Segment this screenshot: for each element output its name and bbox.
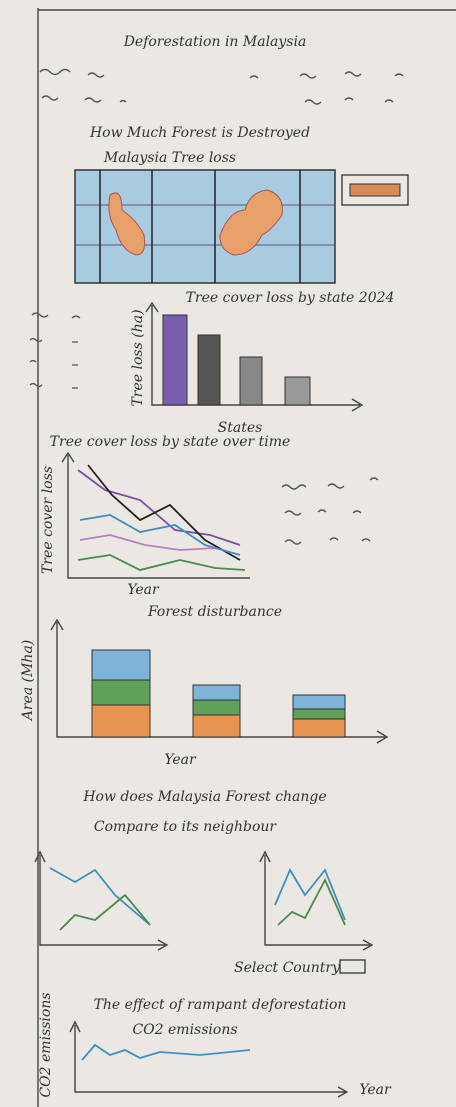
axes [61, 451, 250, 579]
control-label: Select Country [234, 960, 341, 976]
page-title: Deforestation in Malaysia [123, 34, 307, 50]
placeholder-text [29, 312, 81, 389]
axes [69, 1020, 349, 1098]
chart-title: Tree cover loss by state 2024 [186, 290, 395, 306]
y-axis-label: CO2 emissions [38, 992, 54, 1097]
x-axis-label: Year [127, 582, 160, 598]
y-axis-label: Area (Mha) [20, 640, 36, 723]
x-axis-label: States [218, 420, 263, 436]
stacked-bars [91, 649, 346, 738]
country-select[interactable] [339, 959, 366, 974]
bars [162, 314, 311, 406]
map-label: Malaysia Tree loss [103, 150, 236, 166]
placeholder-text [39, 68, 404, 105]
axes [34, 850, 169, 951]
line [81, 1043, 251, 1061]
section-heading: The effect of rampant deforestation [94, 997, 347, 1013]
section-heading: How Much Forest is Destroyed [89, 125, 310, 141]
chart-title: Forest disturbance [147, 604, 282, 620]
line [59, 893, 151, 931]
y-axis-label: Tree cover loss [40, 466, 56, 574]
y-axis-label: Tree loss (ha) [130, 309, 146, 406]
x-axis-label: Year [359, 1082, 392, 1098]
axes [50, 618, 389, 744]
line [274, 868, 346, 921]
line [277, 877, 346, 926]
chart-title: Tree cover loss by state over time [50, 434, 291, 450]
section-heading: Compare to its neighbour [94, 819, 278, 835]
placeholder-text [281, 477, 379, 545]
chart-title: CO2 emissions [132, 1022, 237, 1038]
section-heading: How does Malaysia Forest change [82, 789, 326, 805]
x-axis-label: Year [164, 752, 197, 768]
line [49, 867, 151, 926]
map [74, 169, 409, 284]
lines [77, 464, 246, 571]
axes [259, 850, 374, 951]
